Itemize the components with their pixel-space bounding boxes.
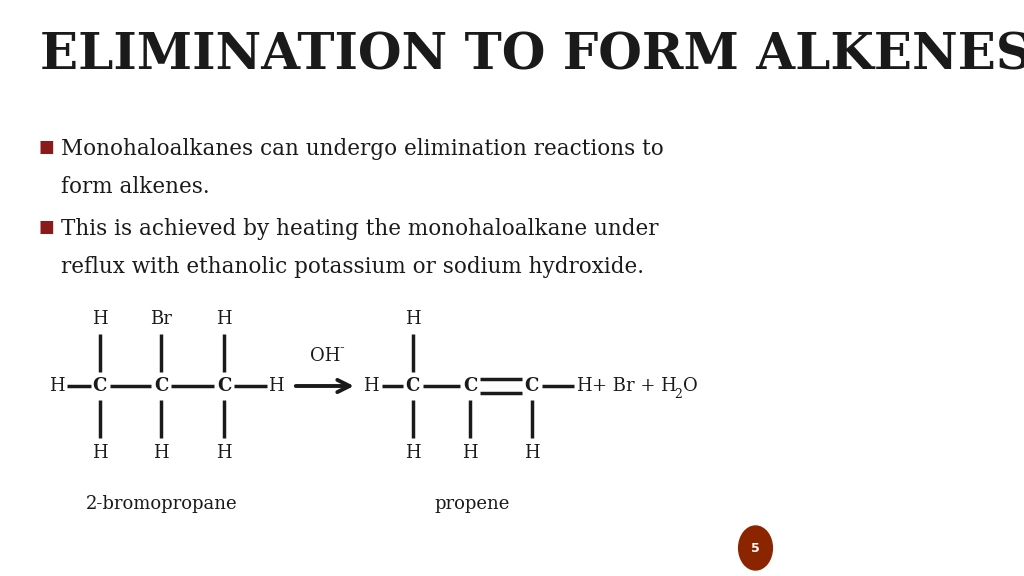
Text: propene: propene — [434, 495, 510, 513]
Text: ELIMINATION TO FORM ALKENES: ELIMINATION TO FORM ALKENES — [40, 31, 1024, 80]
Text: C: C — [463, 377, 477, 395]
Text: ■: ■ — [38, 138, 54, 156]
Text: H: H — [404, 444, 421, 462]
Text: H: H — [523, 444, 540, 462]
Text: ■: ■ — [38, 218, 54, 236]
Text: form alkenes.: form alkenes. — [61, 176, 210, 198]
Circle shape — [738, 526, 772, 570]
Text: C: C — [217, 377, 231, 395]
Text: H: H — [268, 377, 284, 395]
Text: H: H — [364, 377, 379, 395]
Text: This is achieved by heating the monohaloalkane under: This is achieved by heating the monohalo… — [61, 218, 658, 240]
Text: H: H — [575, 377, 592, 395]
Text: reflux with ethanolic potassium or sodium hydroxide.: reflux with ethanolic potassium or sodiu… — [61, 256, 644, 278]
Text: H: H — [154, 444, 169, 462]
Text: Monohaloalkanes can undergo elimination reactions to: Monohaloalkanes can undergo elimination … — [61, 138, 665, 160]
Text: H: H — [216, 444, 231, 462]
Text: H: H — [404, 310, 421, 328]
Text: OH: OH — [309, 347, 340, 365]
Text: 2: 2 — [674, 388, 682, 401]
Text: H: H — [92, 444, 108, 462]
Text: H: H — [216, 310, 231, 328]
Text: H: H — [92, 310, 108, 328]
Text: H: H — [49, 377, 65, 395]
Text: + Br + H: + Br + H — [592, 377, 677, 395]
Text: C: C — [92, 377, 106, 395]
Text: 2-bromopropane: 2-bromopropane — [86, 495, 238, 513]
Text: H: H — [463, 444, 478, 462]
Text: Br: Br — [151, 310, 172, 328]
Text: O: O — [683, 377, 698, 395]
Text: C: C — [154, 377, 168, 395]
Text: 5: 5 — [752, 541, 760, 555]
Text: C: C — [524, 377, 539, 395]
Text: C: C — [406, 377, 420, 395]
Text: -: - — [339, 341, 344, 355]
